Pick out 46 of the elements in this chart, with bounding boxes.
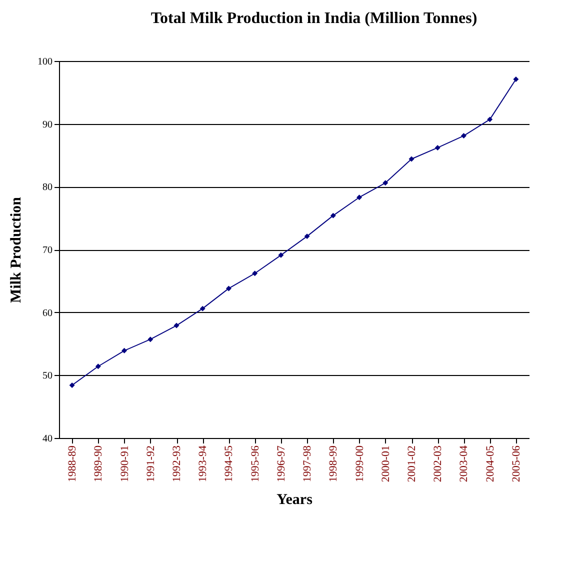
y-tick-label: 60 [42, 308, 52, 319]
point [95, 364, 101, 370]
point [200, 306, 206, 312]
point [356, 194, 362, 200]
point [513, 76, 519, 82]
point [487, 116, 493, 122]
x-tick-label: 1997-98 [302, 445, 314, 482]
y-tick-label: 70 [42, 245, 52, 256]
y-tick-label: 90 [42, 119, 52, 130]
chart-title: Total Milk Production in India (Million Tonnes) [150, 10, 478, 27]
x-tick-label: 2001-02 [406, 446, 418, 482]
point [252, 270, 258, 276]
point [122, 348, 128, 354]
y-axis-title: Milk Production [8, 196, 24, 303]
point [330, 212, 336, 218]
y-tick-label: 40 [42, 434, 52, 444]
x-tick-label: 2002-03 [432, 445, 444, 482]
point [434, 144, 440, 150]
y-tick-label: 50 [42, 370, 52, 382]
x-tick-label: 1989-90 [92, 445, 105, 482]
y-tick-label: 100 [38, 56, 52, 68]
x-tick-label: 1998-99 [328, 445, 340, 482]
x-tick-label: 2000-01 [380, 446, 392, 482]
x-tick-label: 2003-04 [458, 445, 470, 482]
x-tick-label: 1988-89 [66, 445, 79, 482]
x-tick-label: 1991-92 [144, 446, 157, 482]
point [408, 156, 414, 162]
point [148, 336, 154, 342]
x-tick-label: 1990-91 [118, 446, 131, 482]
x-axis-title: Years [276, 492, 313, 508]
point [304, 234, 310, 240]
point [278, 252, 284, 258]
point [382, 180, 388, 186]
x-tick-label: 1995-96 [249, 445, 262, 482]
point [460, 133, 466, 139]
x-tick-label: 1999-00 [354, 445, 366, 482]
x-tick-label: 1996-97 [275, 445, 288, 482]
point [69, 382, 75, 388]
x-tick-label: 1992-93 [171, 445, 183, 482]
x-tick-label: 1993-94 [197, 445, 210, 482]
x-tick-label: 2005-06 [510, 445, 522, 482]
y-tick-label: 80 [42, 182, 52, 194]
point [226, 286, 232, 292]
point [174, 322, 180, 328]
x-tick-label: 2004-05 [484, 445, 496, 482]
x-tick-label: 1994-95 [223, 445, 236, 482]
